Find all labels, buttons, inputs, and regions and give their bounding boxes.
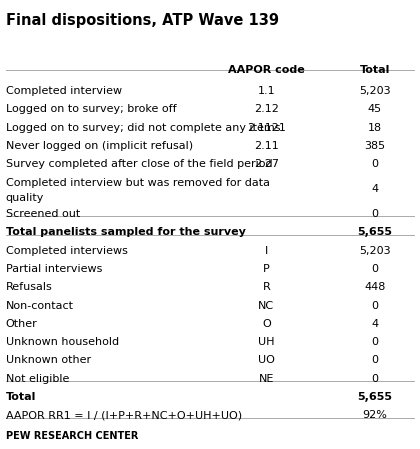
Text: Not eligible: Not eligible: [5, 374, 69, 384]
Text: Screened out: Screened out: [5, 209, 80, 219]
Text: Logged on to survey; did not complete any items: Logged on to survey; did not complete an…: [5, 123, 280, 133]
Text: Logged on to survey; broke off: Logged on to survey; broke off: [5, 105, 176, 114]
Text: O: O: [262, 319, 271, 329]
Text: AAPOR RR1 = I / (I+P+R+NC+O+UH+UO): AAPOR RR1 = I / (I+P+R+NC+O+UH+UO): [5, 410, 241, 420]
Text: Completed interviews: Completed interviews: [5, 246, 127, 255]
Text: I: I: [265, 246, 268, 255]
Text: 448: 448: [364, 282, 386, 292]
Text: 0: 0: [371, 356, 378, 365]
Text: 385: 385: [364, 141, 386, 151]
Text: PEW RESEARCH CENTER: PEW RESEARCH CENTER: [5, 431, 138, 441]
Text: 0: 0: [371, 374, 378, 384]
Text: Never logged on (implicit refusal): Never logged on (implicit refusal): [5, 141, 193, 151]
Text: 5,655: 5,655: [357, 392, 392, 402]
Text: 5,203: 5,203: [359, 246, 391, 255]
Text: NC: NC: [258, 300, 274, 311]
Text: R: R: [262, 282, 270, 292]
Text: 0: 0: [371, 337, 378, 347]
Text: 0: 0: [371, 159, 378, 169]
Text: P: P: [263, 264, 270, 274]
Text: 4: 4: [371, 319, 378, 329]
Text: NE: NE: [259, 374, 274, 384]
Text: 2.27: 2.27: [254, 159, 279, 169]
Text: UH: UH: [258, 337, 275, 347]
Text: Non-contact: Non-contact: [5, 300, 73, 311]
Text: 2.11: 2.11: [254, 141, 279, 151]
Text: 45: 45: [368, 105, 382, 114]
Text: 0: 0: [371, 209, 378, 219]
Text: Total panelists sampled for the survey: Total panelists sampled for the survey: [5, 227, 245, 238]
Text: Total: Total: [360, 65, 390, 75]
Text: 0: 0: [371, 264, 378, 274]
Text: Final dispositions, ATP Wave 139: Final dispositions, ATP Wave 139: [5, 13, 278, 27]
Text: 2.1121: 2.1121: [247, 123, 286, 133]
Text: quality: quality: [5, 193, 44, 202]
Text: UO: UO: [258, 356, 275, 365]
Text: 92%: 92%: [362, 410, 387, 420]
Text: Completed interview but was removed for data: Completed interview but was removed for …: [5, 178, 270, 188]
Text: 2.12: 2.12: [254, 105, 279, 114]
Text: Completed interview: Completed interview: [5, 86, 122, 96]
Text: 4: 4: [371, 184, 378, 194]
Text: 5,655: 5,655: [357, 227, 392, 238]
Text: 1.1: 1.1: [257, 86, 275, 96]
Text: 5,203: 5,203: [359, 86, 391, 96]
Text: Unknown other: Unknown other: [5, 356, 91, 365]
Text: AAPOR code: AAPOR code: [228, 65, 304, 75]
Text: Total: Total: [5, 392, 36, 402]
Text: Partial interviews: Partial interviews: [5, 264, 102, 274]
Text: Survey completed after close of the field period: Survey completed after close of the fiel…: [5, 159, 272, 169]
Text: Unknown household: Unknown household: [5, 337, 119, 347]
Text: 18: 18: [368, 123, 382, 133]
Text: 0: 0: [371, 300, 378, 311]
Text: Other: Other: [5, 319, 37, 329]
Text: Refusals: Refusals: [5, 282, 52, 292]
